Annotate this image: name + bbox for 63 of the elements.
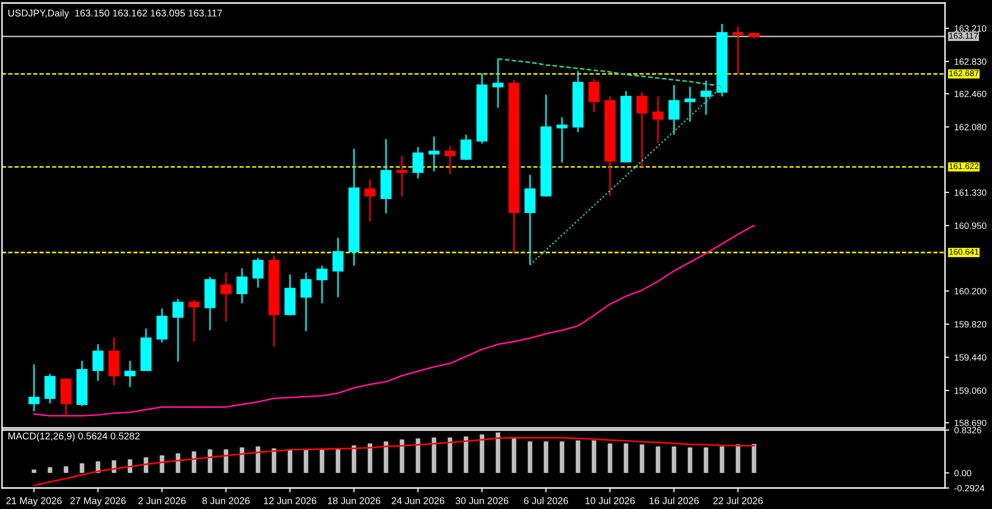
y-tick-label: 163.210 (954, 25, 986, 32)
y-tick-label: 0.00 (954, 470, 972, 476)
candlestick (428, 136, 440, 172)
bar (32, 470, 36, 473)
ref-line-label: 163.117 (949, 32, 978, 39)
candlestick (300, 272, 312, 332)
candlestick (732, 26, 744, 74)
y-tick-label: 159.440 (954, 354, 986, 361)
x-tick-label: 22 Jul 2026 (713, 497, 763, 504)
candlestick (652, 96, 664, 144)
candlestick (44, 373, 56, 404)
candlestick (396, 155, 408, 198)
chart-title: MACD(12,26,9) 0.5624 0.5282 (8, 432, 140, 442)
candlestick (124, 360, 136, 388)
y-tick-label: 162.080 (954, 124, 986, 130)
candlestick (156, 308, 168, 344)
x-tick-label: 8 Jun 2026 (202, 497, 250, 504)
candlestick (588, 78, 600, 113)
candlestick (220, 272, 232, 322)
candlestick (252, 257, 264, 288)
x-tick-label: 2 Jun 2026 (138, 497, 186, 504)
candlestick (28, 364, 40, 412)
candlestick (364, 178, 376, 222)
candlestick (492, 58, 504, 108)
ref-line-label: 161.622 (949, 163, 978, 170)
candlestick (444, 145, 456, 175)
ref-line-label: 160.641 (949, 248, 978, 255)
candlestick (460, 134, 472, 161)
line-series (33, 224, 755, 417)
candlestick (316, 264, 328, 304)
candlestick (172, 298, 184, 362)
candlestick (668, 84, 680, 136)
ref-line-label: 162.687 (949, 70, 978, 76)
candlestick (524, 174, 536, 266)
x-tick-label: 30 Jun 2026 (456, 497, 508, 504)
y-tick-label: 162.460 (954, 90, 986, 98)
x-tick-label: 21 May 2026 (6, 497, 62, 506)
candlestick (236, 268, 248, 304)
y-tick-label: 159.820 (954, 321, 986, 328)
y-tick-label: 0.8326 (954, 426, 982, 434)
candlestick (412, 146, 424, 180)
candlestick (684, 86, 696, 122)
text: USDJPY,Daily 163.150 163.162 163.095 163.117 (8, 9, 222, 18)
y-tick-label: 161.330 (954, 189, 986, 196)
y-tick-label: 160.950 (954, 222, 986, 229)
x-tick-label: 24 Jun 2026 (392, 497, 444, 504)
x-tick-label: 16 Jul 2026 (650, 497, 699, 504)
candlestick (700, 80, 712, 116)
x-tick-label: 12 Jun 2026 (264, 497, 316, 504)
y-tick-label: 160.200 (954, 288, 986, 294)
x-tick-label: 18 Jun 2026 (328, 497, 380, 504)
candlestick (332, 237, 344, 298)
x-tick-label: 27 May 2026 (70, 497, 126, 506)
candlestick (92, 344, 104, 382)
y-tick-label: 158.690 (954, 420, 986, 426)
candlestick (188, 299, 200, 342)
x-tick-label: 10 Jul 2026 (586, 497, 635, 504)
y-tick-label: -0.2924 (954, 484, 984, 492)
y-tick-label: 162.830 (954, 58, 986, 65)
y-tick-label: 159.060 (954, 387, 986, 394)
x-tick-label: 6 Jul 2026 (524, 497, 568, 504)
candlestick (636, 91, 648, 168)
candlestick (556, 116, 568, 164)
